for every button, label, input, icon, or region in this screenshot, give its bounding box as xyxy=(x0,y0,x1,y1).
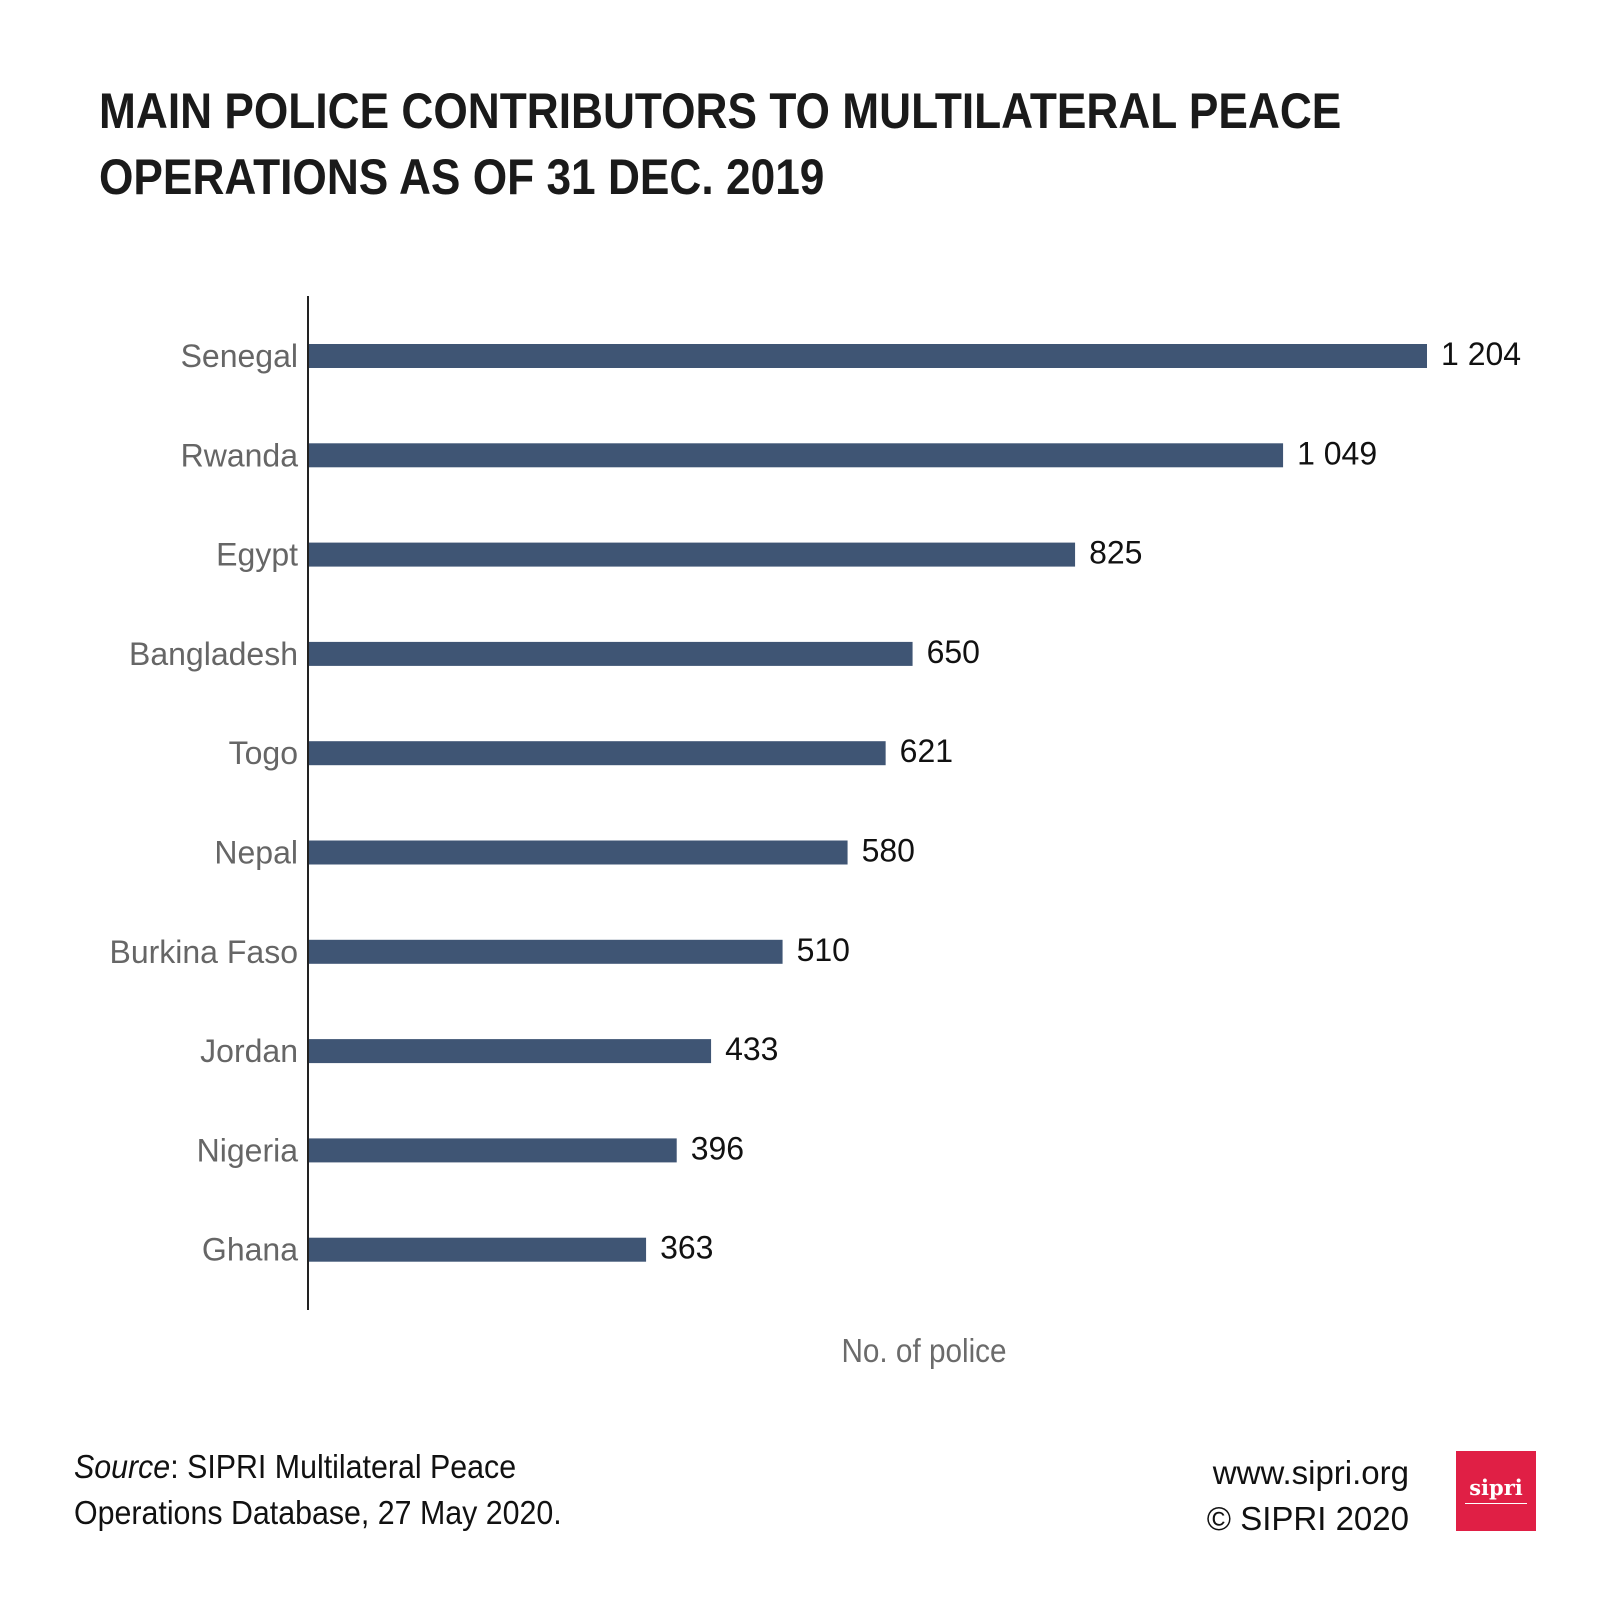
title-line-2: OPERATIONS AS OF 31 DEC. 2019 xyxy=(99,149,825,205)
source-label: Source xyxy=(74,1448,171,1485)
x-axis-label: No. of police xyxy=(841,1332,1007,1369)
bar-senegal xyxy=(309,344,1427,368)
category-label: Nigeria xyxy=(197,1132,299,1168)
website-link[interactable]: www.sipri.org xyxy=(1212,1454,1409,1491)
category-label: Burkina Faso xyxy=(109,934,298,970)
category-label: Bangladesh xyxy=(129,636,298,672)
chart-title: MAIN POLICE CONTRIBUTORS TO MULTILATERAL… xyxy=(99,78,1341,210)
copyright: © SIPRI 2020 xyxy=(1206,1500,1409,1537)
category-label: Rwanda xyxy=(181,437,299,473)
value-label: 433 xyxy=(725,1031,778,1067)
value-label: 363 xyxy=(660,1230,713,1266)
credits: www.sipri.org © SIPRI 2020 xyxy=(1207,1450,1409,1542)
source-text: : SIPRI Multilateral Peace xyxy=(170,1448,517,1485)
bar-nepal xyxy=(309,840,848,865)
bar-nigeria xyxy=(309,1138,677,1163)
bar-togo xyxy=(309,741,886,766)
value-label: 1 049 xyxy=(1297,435,1377,471)
title-line-1: MAIN POLICE CONTRIBUTORS TO MULTILATERAL… xyxy=(99,83,1342,139)
category-label: Egypt xyxy=(216,537,298,573)
sipri-logo: sipri xyxy=(1456,1451,1536,1531)
value-label: 825 xyxy=(1089,535,1142,571)
source-note: Source: SIPRI Multilateral Peace Operati… xyxy=(74,1444,562,1536)
value-label: 650 xyxy=(927,634,980,670)
category-label: Senegal xyxy=(181,338,298,374)
bar-jordan xyxy=(309,1039,712,1064)
category-label: Jordan xyxy=(200,1033,298,1069)
value-label: 396 xyxy=(691,1130,744,1166)
value-label: 1 204 xyxy=(1441,336,1521,372)
category-label: Ghana xyxy=(202,1232,298,1268)
bar-rwanda xyxy=(309,443,1284,468)
logo-text: sipri xyxy=(1469,1475,1523,1500)
category-label: Nepal xyxy=(214,835,298,871)
value-label: 510 xyxy=(797,932,850,968)
category-label: Togo xyxy=(229,735,298,771)
bar-burkina-faso xyxy=(309,939,783,964)
value-label: 621 xyxy=(900,733,953,769)
bar-bangladesh xyxy=(309,641,913,666)
bar-ghana xyxy=(309,1237,647,1262)
value-label: 580 xyxy=(862,833,915,869)
bar-egypt xyxy=(309,542,1076,567)
source-line-2: Operations Database, 27 May 2020. xyxy=(74,1494,562,1531)
